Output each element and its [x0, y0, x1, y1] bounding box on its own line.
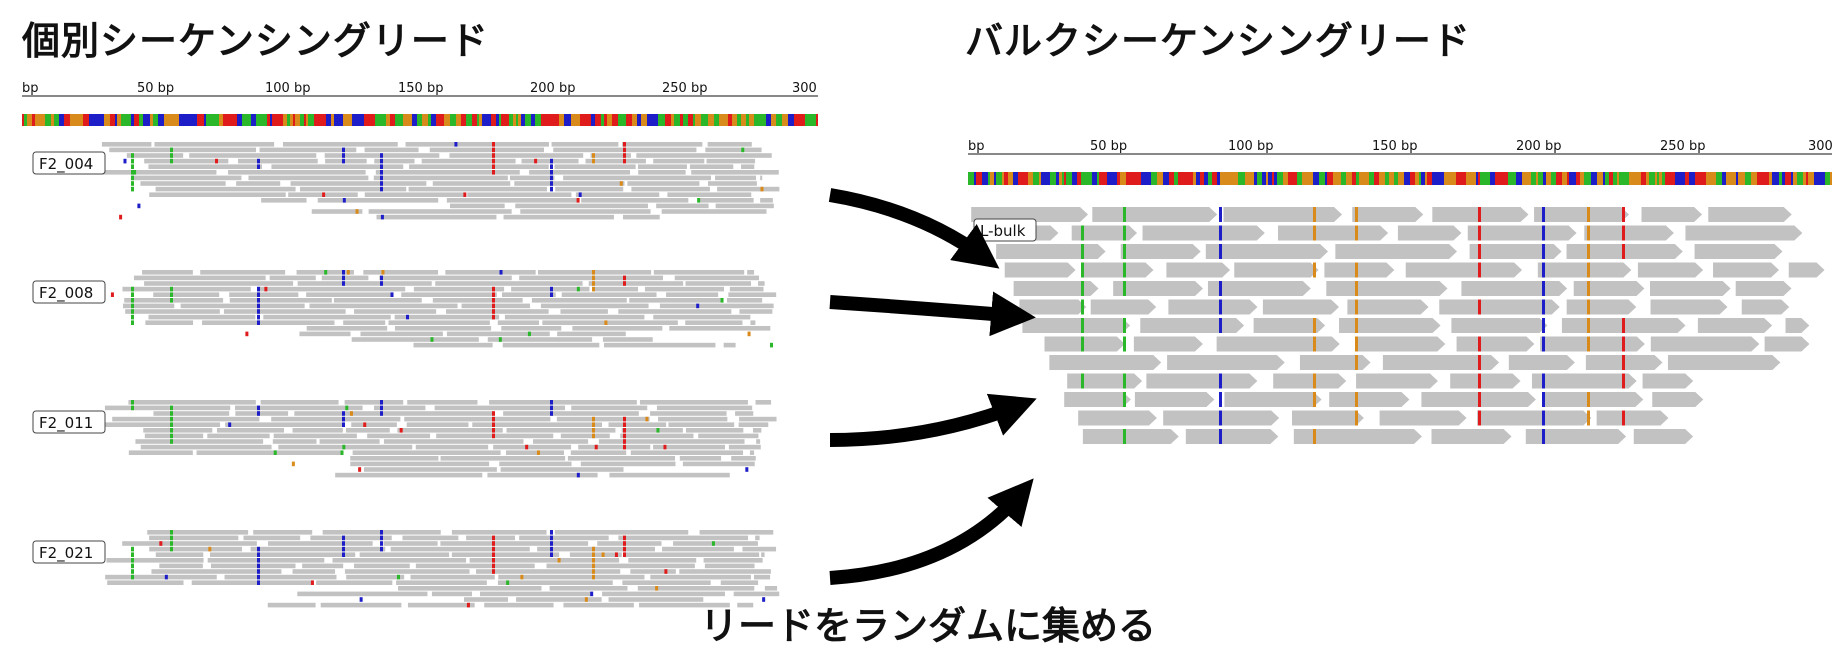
arrows: [828, 188, 1037, 585]
right-ruler-tick-6: 300: [1808, 139, 1833, 154]
arrow-from-f2-004: [828, 188, 1000, 269]
sample-label-f2-011: F2_011: [32, 410, 106, 434]
right-ruler-tick-1: 50 bp: [1090, 139, 1127, 154]
left-ruler-tick-0: bp: [22, 81, 39, 96]
left-ruler-tick-2: 100 bp: [265, 81, 310, 96]
bulk-label-text: L-bulk: [980, 222, 1026, 240]
left-ruler-tick-1: 50 bp: [137, 81, 174, 96]
individual-reads-title: 個別シーケンシングリード: [22, 19, 489, 63]
right-ruler-tick-4: 200 bp: [1516, 139, 1561, 154]
sample-label-text: F2_021: [39, 544, 93, 563]
left-ruler-tick-5: 250 bp: [662, 81, 707, 96]
left-ruler-tick-3: 150 bp: [398, 81, 443, 96]
right-ruler-tick-5: 250 bp: [1660, 139, 1705, 154]
reads-pileup-f2-021: [105, 530, 780, 608]
sample-label-f2-021: F2_021: [32, 540, 106, 564]
sample-label-text: F2_004: [39, 155, 93, 174]
arrow-from-f2-021: [829, 478, 1034, 585]
arrow-from-f2-011: [829, 393, 1037, 447]
bulk-label: L-bulk: [973, 218, 1037, 242]
right-ruler-tick-0: bp: [968, 139, 985, 154]
left-ruler-tick-6: 300: [792, 81, 817, 96]
right-ruler-tick-2: 100 bp: [1228, 139, 1273, 154]
right-ruler: bp 50 bp 100 bp 150 bp 200 bp 250 bp 300: [968, 139, 1833, 155]
sample-label-f2-008: F2_008: [32, 280, 106, 304]
left-ruler: bp 50 bp 100 bp 150 bp 200 bp 250 bp 300: [22, 81, 818, 97]
left-reference-sequence: [22, 114, 818, 126]
sample-label-text: F2_008: [39, 284, 93, 303]
sample-label-f2-004: F2_004: [32, 151, 106, 175]
reads-pileup-f2-008: [110, 270, 777, 348]
bulk-reads-title: バルクシーケンシングリード: [965, 19, 1471, 63]
reads-pileup-f2-004: [100, 142, 780, 220]
random-collection-caption: リードをランダムに集める: [700, 604, 1157, 648]
arrow-from-f2-008: [829, 291, 1036, 337]
left-ruler-tick-4: 200 bp: [530, 81, 575, 96]
reads-pileup-f2-011: [103, 400, 777, 478]
right-reference-sequence: [968, 172, 1832, 185]
reads-pileup-bulk: [971, 207, 1825, 444]
sample-label-text: F2_011: [39, 414, 93, 433]
right-ruler-tick-3: 150 bp: [1372, 139, 1417, 154]
